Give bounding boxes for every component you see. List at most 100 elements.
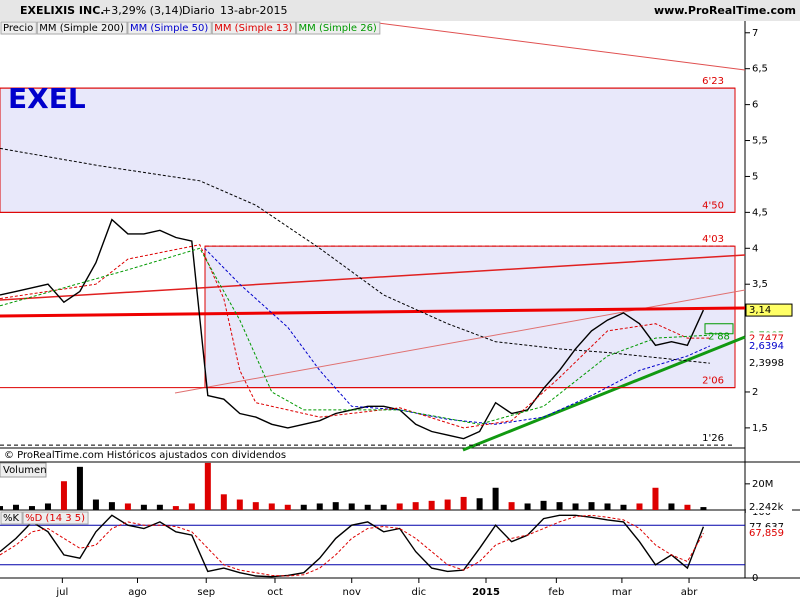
volume-bar xyxy=(284,504,291,510)
trendlines xyxy=(0,21,746,452)
legend-box xyxy=(0,511,23,525)
volume-bar xyxy=(300,504,307,510)
volume-bar xyxy=(316,503,323,510)
volume-bar xyxy=(204,462,211,510)
trendline xyxy=(0,306,746,318)
volume-bar xyxy=(332,502,339,510)
volume-bar xyxy=(188,503,195,510)
y-tick-label: 5,5 xyxy=(752,136,768,147)
volume-bar xyxy=(156,504,163,510)
volume-bar xyxy=(588,502,595,510)
x-tick-label: sep xyxy=(197,587,215,598)
legend-entry: MM (Simple 200) xyxy=(39,23,124,34)
volume-bar xyxy=(556,502,563,510)
y-tick-label: 4 xyxy=(752,243,758,254)
legend-box xyxy=(0,21,37,35)
legend-entry: MM (Simple 13) xyxy=(214,23,292,34)
series-line xyxy=(0,147,710,364)
header-site: www.ProRealTime.com xyxy=(654,4,796,17)
volume-bar xyxy=(268,503,275,510)
legend-box xyxy=(211,21,297,35)
level-label: 4'03 xyxy=(702,234,724,245)
x-tick-label: abr xyxy=(681,587,698,598)
header-period: Diario xyxy=(182,4,215,17)
y-tick-label: 1,5 xyxy=(752,423,768,434)
volume-bar xyxy=(412,502,419,510)
value-tag xyxy=(746,357,792,370)
volume-bar xyxy=(636,503,643,510)
level-label: 4'50 xyxy=(702,200,724,211)
value-tag-label: 3,14 xyxy=(749,305,771,316)
x-tick-label: mar xyxy=(612,587,633,598)
volume-bar xyxy=(0,506,3,510)
y-tick-label: 7 xyxy=(752,28,758,39)
volume-bar xyxy=(620,504,627,510)
volume-bar xyxy=(28,506,35,510)
level-label: 6'23 xyxy=(702,76,724,87)
support-line xyxy=(462,335,746,452)
volume-bar xyxy=(220,494,227,510)
level-label: 2'06 xyxy=(702,376,724,387)
x-tick-label: ago xyxy=(128,587,147,598)
legend-box xyxy=(22,511,89,525)
panel-label-box xyxy=(0,462,47,478)
y-tick-label: 20M xyxy=(752,479,773,490)
y-tick-label: 3,5 xyxy=(752,279,768,290)
volume-bar xyxy=(140,504,147,510)
copyright: © ProRealTime.com Históricos ajustados c… xyxy=(4,449,286,461)
header-bar xyxy=(0,0,800,21)
legend-box xyxy=(296,21,381,35)
level-label: 1'26 xyxy=(702,433,724,444)
zone-box xyxy=(0,87,736,213)
x-tick-label: dic xyxy=(412,587,427,598)
volume-bar xyxy=(572,503,579,510)
volume-bar xyxy=(396,503,403,510)
value-tag xyxy=(745,303,793,317)
value-tag-label: 2,6394 xyxy=(749,341,784,352)
series-line xyxy=(0,514,705,578)
legend-entry: %D (14 3 5) xyxy=(25,513,85,524)
volume-bar xyxy=(444,499,451,510)
y-tick-label: 2 xyxy=(752,387,758,398)
header-title: EXELIXIS INC. xyxy=(20,4,105,17)
legend-box xyxy=(36,21,128,35)
x-tick-label: oct xyxy=(267,587,283,598)
volume-bar xyxy=(172,506,179,510)
y-tick-label: 6,5 xyxy=(752,64,768,75)
value-tag-label: 2,3998 xyxy=(749,358,784,369)
volume-bar xyxy=(428,500,435,510)
trendline xyxy=(174,289,746,394)
y-tick-label: 4,5 xyxy=(752,207,768,218)
volume-bar xyxy=(12,504,19,510)
volume-bar xyxy=(348,503,355,510)
volume-bar xyxy=(76,466,83,510)
volume-bar xyxy=(492,487,499,510)
volume-bar xyxy=(60,481,67,510)
y-tick-label: 0 xyxy=(752,573,758,584)
legend-entry: MM (Simple 50) xyxy=(130,23,208,34)
legend-entry: %K xyxy=(3,513,20,524)
volume-bar xyxy=(460,496,467,510)
x-tick-label: jul xyxy=(55,587,68,598)
series-line xyxy=(0,247,710,425)
legend-entry: MM (Simple 26) xyxy=(299,23,377,34)
series-line xyxy=(0,244,710,429)
volume-bar xyxy=(652,487,659,510)
volume-bar xyxy=(364,504,371,510)
ticker-label: EXEL xyxy=(8,82,86,115)
y-tick-label: 5 xyxy=(752,171,758,182)
zone-box xyxy=(204,245,736,389)
volume-bar xyxy=(108,502,115,510)
volume-bar xyxy=(524,503,531,510)
volume-bar xyxy=(380,504,387,510)
volume-bar xyxy=(604,503,611,510)
volume-bar xyxy=(92,499,99,510)
trendline xyxy=(0,254,746,301)
volume-bar xyxy=(540,500,547,510)
volume-bar xyxy=(476,498,483,510)
volume-title: Volumen xyxy=(3,465,47,476)
trendline xyxy=(369,21,746,71)
volume-bar xyxy=(236,499,243,510)
value-tag-label: 67,859 xyxy=(749,528,784,539)
y-tick-label: 6 xyxy=(752,100,758,111)
